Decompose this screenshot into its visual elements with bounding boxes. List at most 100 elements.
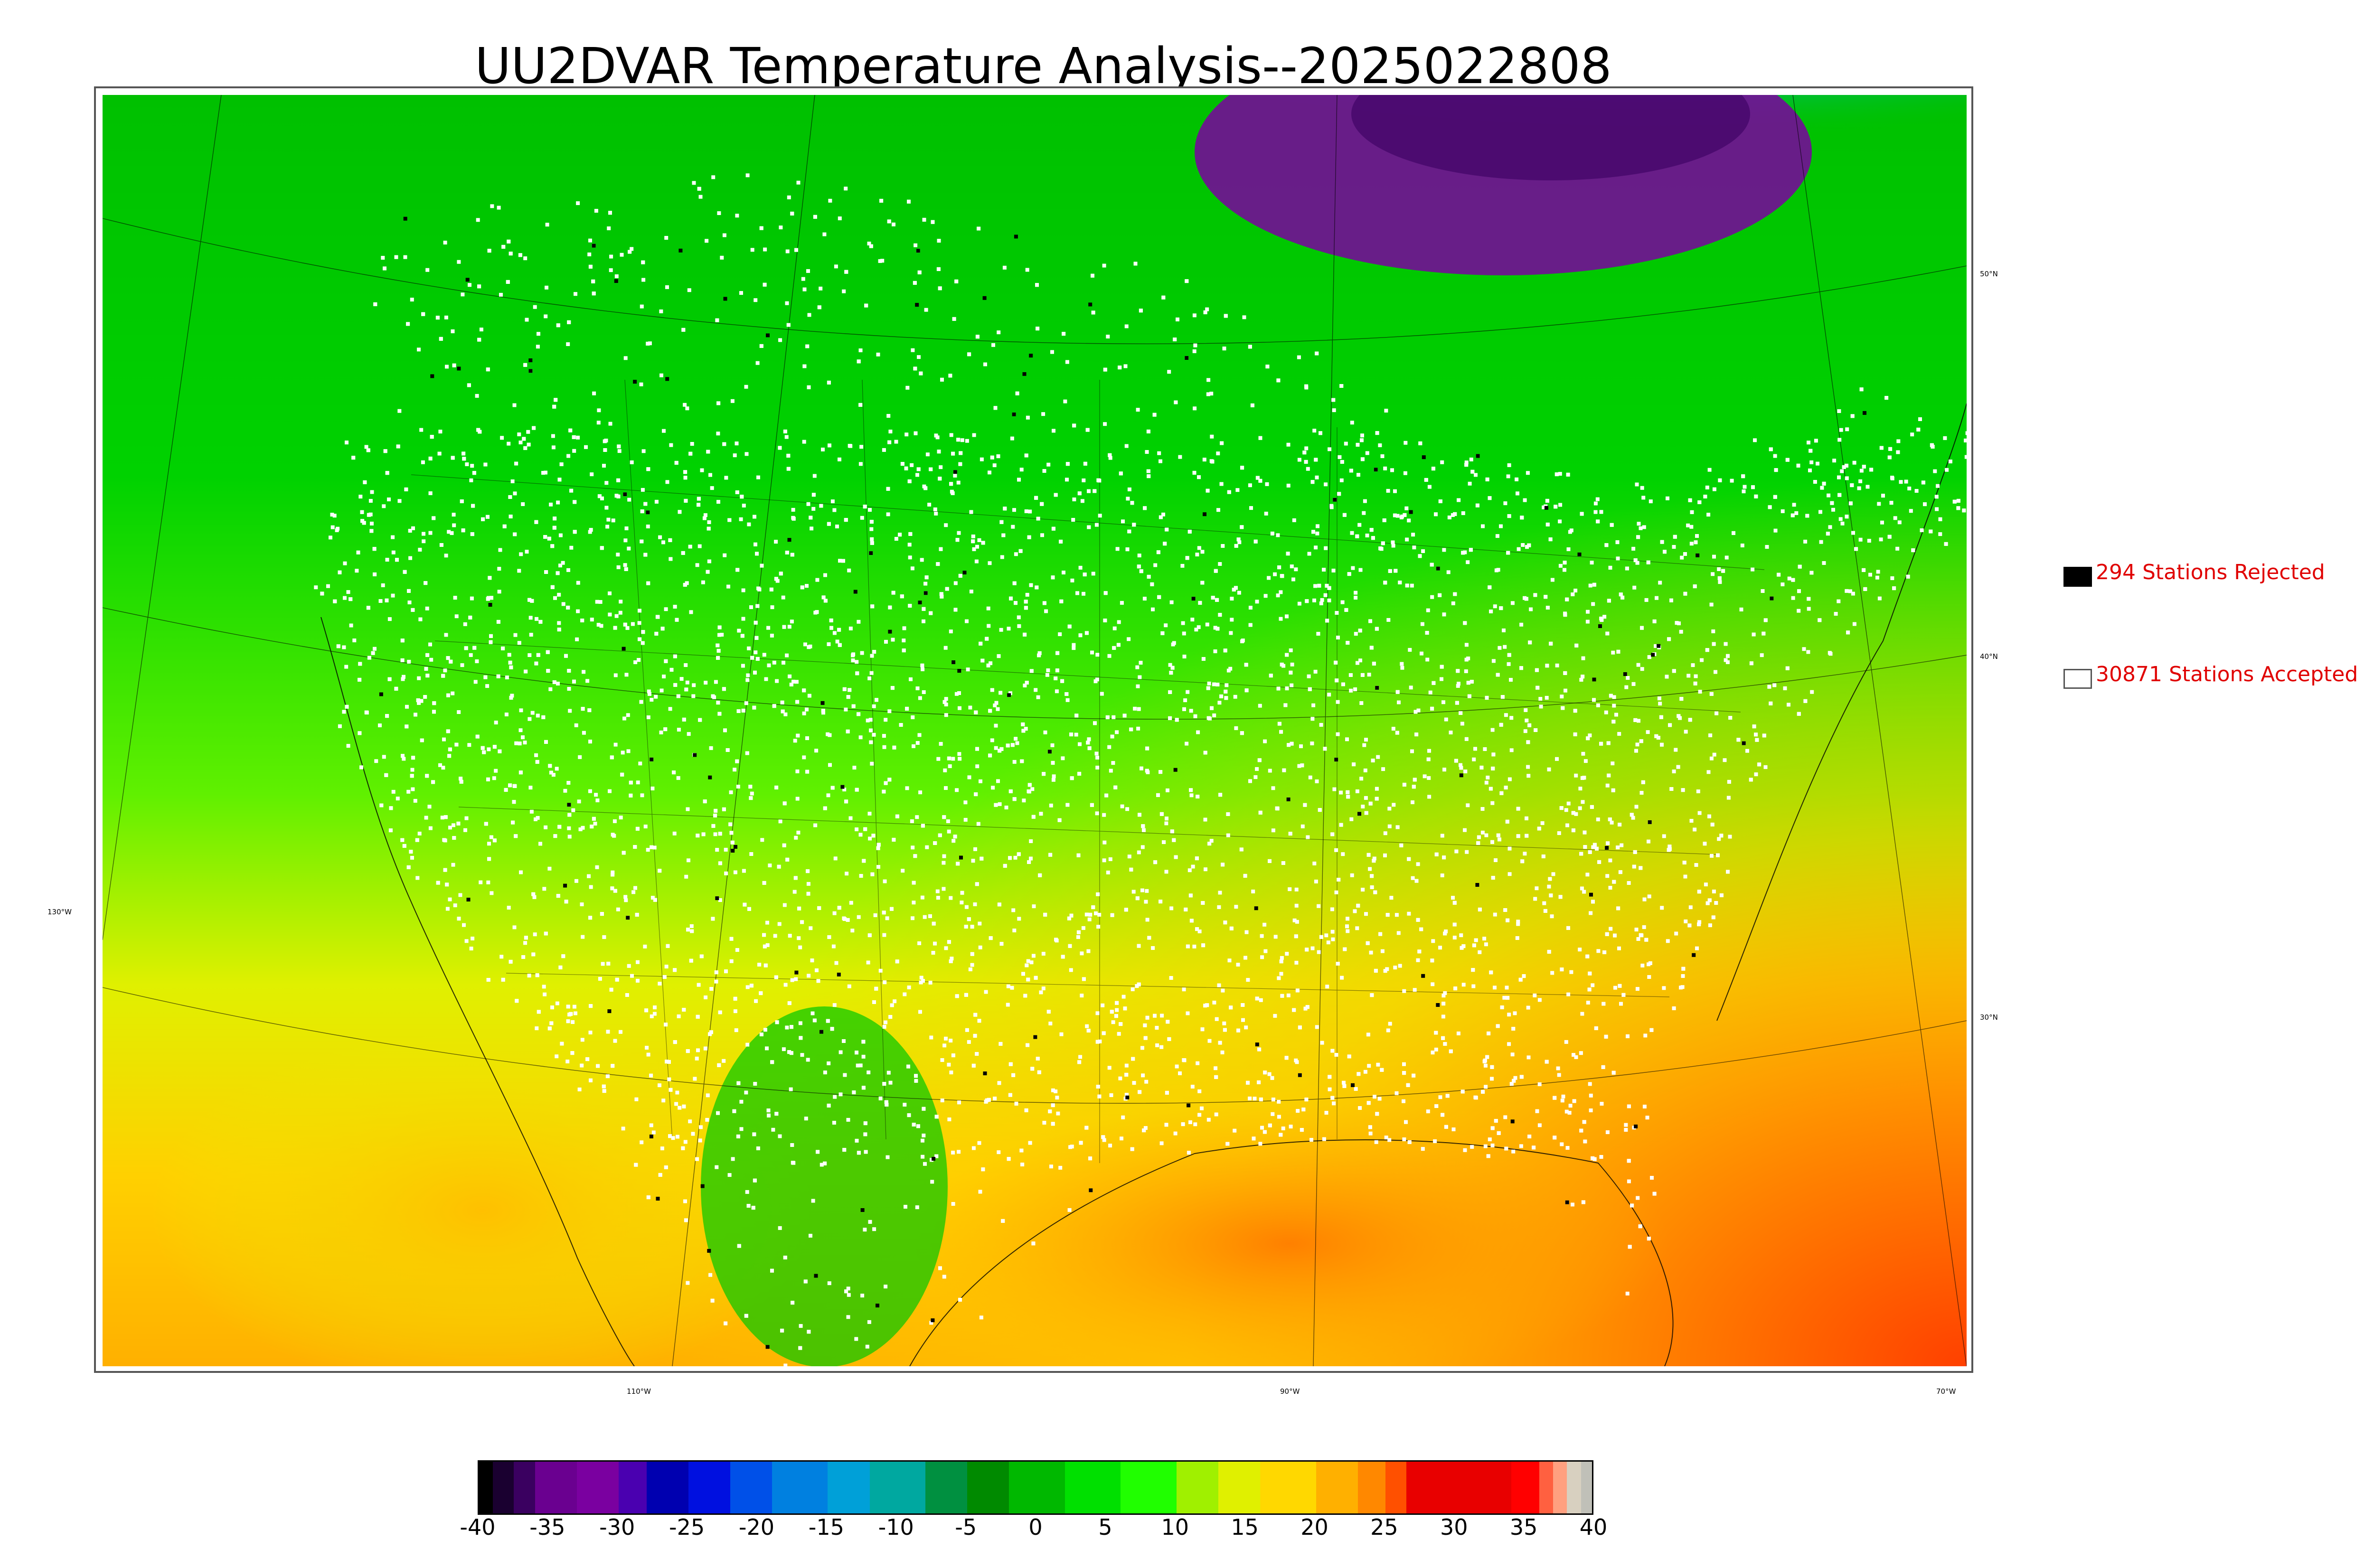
station-accepted-marker — [1359, 701, 1364, 705]
station-accepted-marker — [1376, 1062, 1380, 1067]
station-accepted-marker — [640, 304, 644, 309]
station-accepted-marker — [542, 985, 546, 989]
station-accepted-marker — [844, 1289, 848, 1294]
station-accepted-marker — [1017, 852, 1021, 856]
station-accepted-marker — [410, 768, 415, 772]
station-accepted-marker — [1611, 788, 1615, 792]
station-accepted-marker — [870, 604, 875, 609]
station-accepted-marker — [920, 663, 924, 667]
station-accepted-marker — [1703, 842, 1707, 846]
station-accepted-marker — [1288, 832, 1292, 836]
station-accepted-marker — [1483, 1063, 1488, 1068]
station-accepted-marker — [490, 204, 494, 208]
station-accepted-marker — [1470, 680, 1474, 684]
station-accepted-marker — [1214, 569, 1218, 573]
station-accepted-marker — [708, 473, 712, 477]
station-accepted-marker — [620, 253, 624, 257]
station-accepted-marker — [1086, 741, 1090, 745]
station-accepted-marker — [971, 1146, 976, 1150]
station-accepted-marker — [1809, 460, 1814, 464]
station-accepted-marker — [1194, 628, 1198, 632]
station-accepted-marker — [894, 537, 898, 541]
station-accepted-marker — [1102, 840, 1107, 845]
station-accepted-marker — [1255, 767, 1259, 771]
station-accepted-marker — [1592, 698, 1596, 702]
station-accepted-marker — [1257, 758, 1262, 762]
station-accepted-marker — [571, 808, 575, 812]
station-accepted-marker — [1714, 670, 1717, 674]
station-accepted-marker — [1545, 498, 1549, 503]
station-accepted-marker — [476, 218, 480, 222]
station-accepted-marker — [1255, 600, 1259, 604]
station-accepted-marker — [996, 779, 1000, 783]
station-accepted-marker — [742, 869, 746, 873]
station-accepted-marker — [349, 623, 353, 628]
station-accepted-marker — [833, 856, 838, 861]
station-accepted-marker — [1069, 968, 1073, 972]
station-accepted-marker — [1012, 929, 1017, 932]
station-accepted-marker — [1087, 917, 1092, 921]
station-accepted-marker — [479, 880, 483, 884]
station-accepted-marker — [1248, 779, 1252, 783]
station-accepted-marker — [911, 348, 915, 352]
station-accepted-marker — [1182, 655, 1187, 658]
station-accepted-marker — [999, 520, 1004, 524]
station-accepted-marker — [598, 600, 603, 604]
station-accepted-marker — [387, 677, 392, 681]
station-accepted-marker — [1486, 1154, 1490, 1158]
station-accepted-marker — [1600, 1102, 1604, 1106]
station-accepted-marker — [1330, 832, 1335, 836]
station-accepted-marker — [868, 1220, 872, 1224]
station-accepted-marker — [1408, 648, 1412, 652]
station-accepted-marker — [608, 211, 612, 215]
station-accepted-marker — [1597, 860, 1602, 864]
station-accepted-marker — [932, 921, 936, 926]
station-accepted-marker — [1881, 494, 1885, 498]
station-accepted-marker — [1328, 1087, 1332, 1091]
station-accepted-marker — [703, 1046, 707, 1051]
station-accepted-marker — [1306, 835, 1310, 839]
station-accepted-marker — [1548, 877, 1552, 881]
station-accepted-marker — [1588, 1082, 1592, 1086]
station-accepted-marker — [446, 656, 450, 660]
station-accepted-marker — [1069, 913, 1074, 918]
station-accepted-marker — [1548, 537, 1553, 542]
station-accepted-marker — [428, 826, 433, 830]
station-accepted-marker — [811, 493, 816, 497]
station-accepted-marker — [485, 684, 490, 688]
station-accepted-marker — [1205, 307, 1209, 311]
station-accepted-marker — [838, 1092, 843, 1097]
station-accepted-marker — [741, 664, 745, 668]
station-accepted-marker — [1159, 770, 1163, 774]
station-accepted-marker — [320, 592, 324, 596]
station-accepted-marker — [1342, 1084, 1347, 1088]
station-accepted-marker — [1366, 1033, 1370, 1037]
station-accepted-marker — [1334, 1053, 1338, 1057]
station-accepted-marker — [1493, 986, 1497, 990]
station-accepted-marker — [868, 836, 872, 841]
station-accepted-marker — [530, 599, 534, 603]
station-accepted-marker — [359, 765, 363, 770]
station-accepted-marker — [1143, 506, 1147, 510]
station-accepted-marker — [1417, 949, 1422, 954]
station-accepted-marker — [862, 859, 866, 863]
station-accepted-marker — [790, 553, 794, 557]
station-accepted-marker — [979, 1315, 983, 1320]
station-accepted-marker — [1197, 1089, 1202, 1093]
station-accepted-marker — [880, 259, 885, 263]
station-accepted-marker — [1644, 938, 1649, 942]
station-accepted-marker — [1286, 993, 1291, 997]
station-accepted-marker — [1674, 931, 1678, 936]
station-accepted-marker — [1642, 897, 1647, 901]
station-accepted-marker — [746, 1204, 751, 1208]
station-accepted-marker — [1183, 698, 1187, 703]
station-accepted-marker — [682, 717, 686, 722]
station-accepted-marker — [1018, 549, 1023, 553]
station-accepted-marker — [1270, 1076, 1274, 1080]
station-accepted-marker — [794, 248, 798, 252]
station-accepted-marker — [1647, 1237, 1651, 1241]
station-accepted-marker — [1507, 463, 1511, 467]
station-accepted-marker — [358, 662, 362, 666]
station-accepted-marker — [960, 891, 964, 895]
station-accepted-marker — [1877, 596, 1882, 601]
